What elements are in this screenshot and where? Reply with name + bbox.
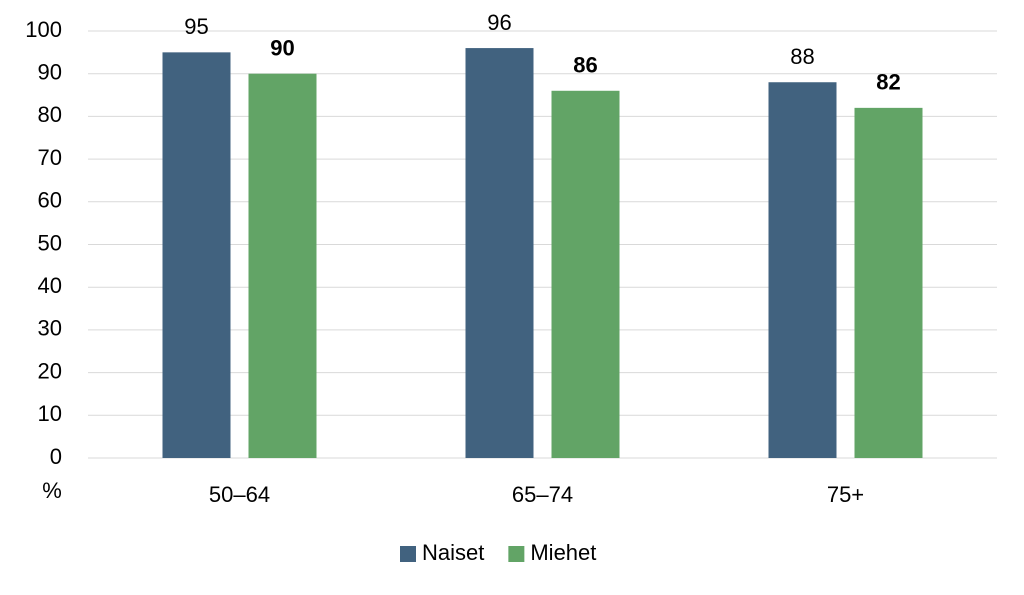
bar: [162, 52, 231, 458]
y-tick-label: 0: [50, 444, 62, 469]
y-tick-label: 70: [38, 145, 62, 170]
legend-swatch: [400, 546, 416, 562]
data-label: 82: [876, 70, 900, 95]
bar: [768, 82, 837, 459]
y-axis-label: %: [42, 478, 62, 503]
y-tick-label: 20: [38, 358, 62, 383]
legend-label: Naiset: [422, 540, 484, 565]
legend-swatch: [508, 546, 525, 562]
bar: [248, 73, 317, 458]
data-label: 95: [184, 14, 208, 39]
y-tick-label: 50: [38, 230, 62, 255]
y-tick-label: 80: [38, 102, 62, 127]
bar: [854, 107, 923, 459]
legend-label: Miehet: [530, 540, 596, 565]
data-label: 88: [790, 44, 814, 69]
x-tick-label: 50–64: [209, 482, 270, 507]
data-label: 90: [270, 36, 294, 61]
bar: [551, 90, 620, 458]
data-label: 86: [573, 53, 597, 78]
y-tick-label: 90: [38, 60, 62, 85]
bar: [465, 48, 534, 458]
data-label: 96: [487, 10, 511, 35]
y-tick-label: 30: [38, 316, 62, 341]
x-tick-label: 75+: [827, 482, 864, 507]
y-tick-label: 60: [38, 188, 62, 213]
x-tick-label: 65–74: [512, 482, 573, 507]
y-tick-label: 10: [38, 401, 62, 426]
y-tick-label: 100: [25, 17, 62, 42]
y-tick-label: 40: [38, 273, 62, 298]
